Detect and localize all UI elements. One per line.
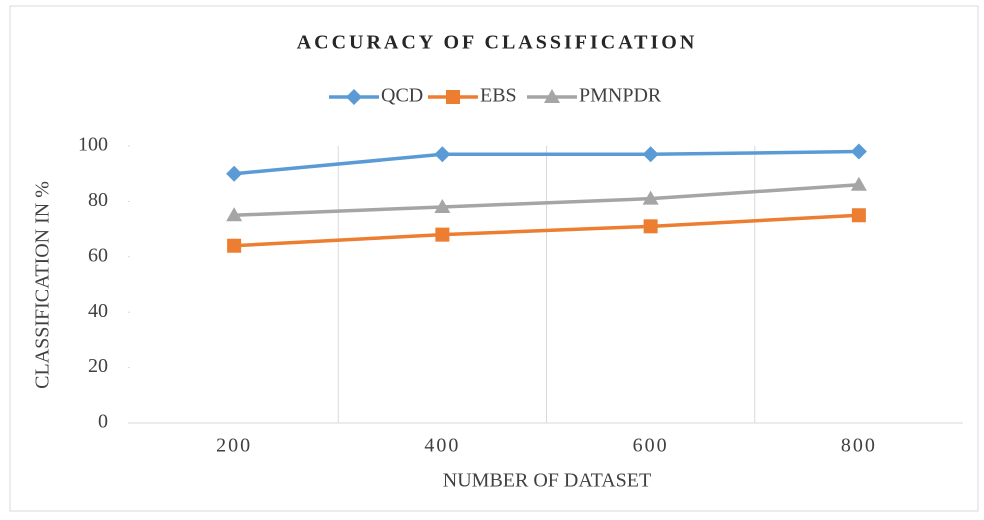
legend-marker [346, 89, 362, 105]
series-line [234, 183, 859, 217]
series-line [234, 213, 859, 248]
marker [434, 146, 451, 163]
marker [642, 146, 659, 163]
marker [226, 165, 243, 182]
y-tick-label: 0 [98, 411, 108, 433]
x-axis-label: NUMBER OF DATASET [443, 470, 651, 492]
marker [435, 227, 450, 242]
x-tick-label: 200 [216, 435, 252, 457]
marker [226, 207, 243, 222]
legend-label: QCD [381, 85, 423, 107]
y-tick-label: 20 [88, 355, 108, 377]
marker [643, 219, 658, 234]
y-tick-label: 80 [88, 189, 108, 211]
chart-border [9, 5, 979, 512]
chart-title: ACCURACY OF CLASSIFICATION [297, 32, 698, 54]
series-line [233, 149, 859, 176]
y-tick-label: 100 [78, 134, 108, 156]
legend-label: PMNPDR [579, 85, 662, 107]
marker [227, 238, 242, 253]
legend-marker [544, 89, 560, 103]
y-tick-label: 60 [88, 244, 108, 266]
y-axis-label: CLASSIFICATION IN % [32, 181, 54, 389]
marker [642, 190, 659, 205]
marker [850, 143, 867, 160]
legend-label: EBS [480, 85, 517, 107]
x-tick-label: 600 [633, 435, 669, 457]
y-tick-label: 40 [88, 300, 108, 322]
legend-marker [446, 90, 460, 104]
marker [851, 208, 866, 223]
x-tick-label: 800 [841, 435, 877, 457]
marker [850, 176, 867, 191]
marker [434, 198, 451, 213]
x-tick-label: 400 [424, 435, 460, 457]
